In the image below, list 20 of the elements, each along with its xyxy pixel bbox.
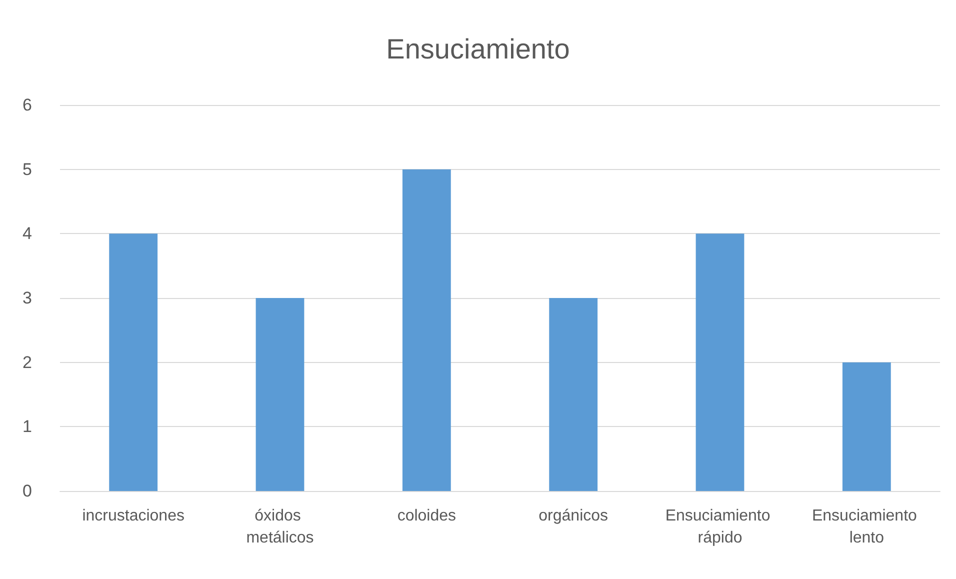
- bar: [549, 298, 598, 491]
- y-tick-label: 4: [22, 224, 32, 244]
- y-tick-label: 1: [22, 417, 32, 436]
- x-tick-label: óxidos metálicos: [246, 508, 314, 546]
- x-tick-label: coloides: [397, 508, 456, 524]
- x-tick-label: Ensuciamiento lento: [812, 508, 922, 546]
- x-tick-label: incrustaciones: [82, 508, 184, 524]
- y-tick-label: 5: [22, 160, 32, 179]
- y-tick-label: 3: [22, 288, 32, 308]
- x-tick-label: Ensuciamiento rápido: [665, 508, 775, 546]
- chart-title: Ensuciamiento: [386, 34, 570, 64]
- bar: [402, 169, 451, 491]
- y-tick-label: 2: [22, 352, 32, 372]
- bar: [109, 234, 158, 491]
- bar: [842, 362, 891, 491]
- bar: [696, 234, 744, 491]
- bar: [256, 298, 304, 491]
- y-tick-label: 0: [22, 482, 32, 500]
- x-tick-label: orgánicos: [538, 508, 608, 524]
- y-tick-label: 6: [22, 96, 32, 114]
